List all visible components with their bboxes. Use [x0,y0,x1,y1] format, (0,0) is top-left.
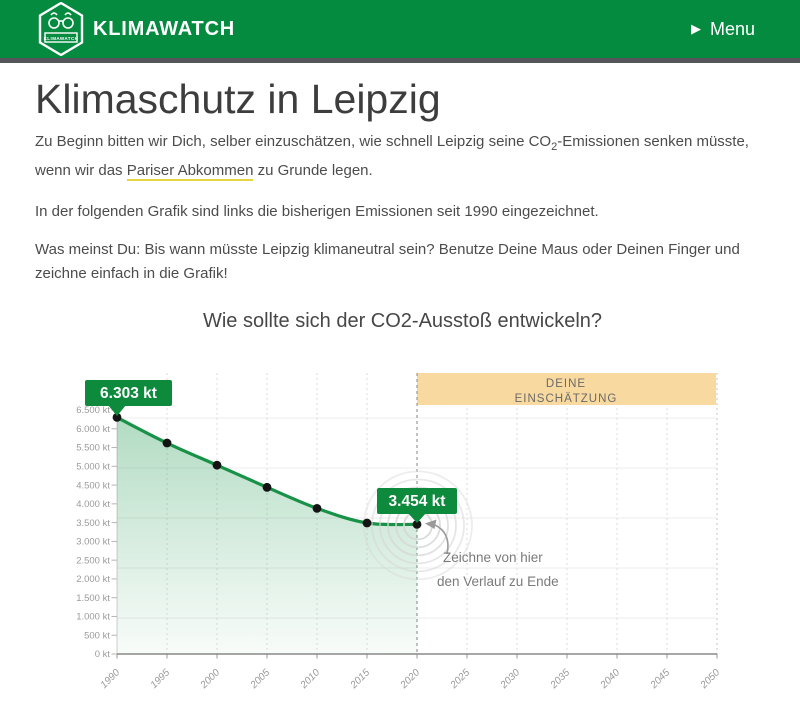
data-point [412,519,422,529]
x-tick-label: 2030 [498,667,523,692]
emissions-chart: 1990 1995 2000 2005 2010 2015 2020 2025 2030 2035… [0,360,800,707]
data-point [212,460,222,470]
y-tick-label: 3.000 kt [76,537,110,548]
x-tick-label: 2015 [348,667,373,692]
emissions-area [117,417,417,654]
ripple-ring [379,486,457,565]
x-tick-label: 2005 [248,667,273,692]
y-tick-label: 2.500 kt [76,555,110,566]
p1-text-mid: -Emissionen senken müsste, wenn wir das [35,133,749,179]
logo-wordmark-small: KLIMAWATCH [44,36,79,41]
end-value-label: 3.454 kt [389,493,446,510]
p1-text-before: Zu Beginn bitten wir Dich, selber einzus… [35,133,552,150]
x-tick-label: 2000 [198,667,223,692]
y-tick-label: 4.000 kt [76,499,110,510]
klimawatch-hexagon-icon: KLIMAWATCH [38,2,84,56]
binoculars-icon [48,12,74,29]
ripple-ring [371,478,465,573]
y-tick-label: 4.500 kt [76,480,110,491]
y-tick-label: 0 kt [95,649,111,660]
y-tick-label: 6.000 kt [76,424,110,435]
x-tick-label: 2020 [398,667,423,692]
chart-question-title: Wie sollte sich der CO2-Ausstoß entwicke… [202,310,603,332]
app-header: KLIMAWATCH KLIMAWATCH ▶ Menu [0,0,800,58]
y-tick-label: 3.500 kt [76,518,110,529]
menu-arrow-icon: ▶ [690,21,701,37]
intro-paragraph-1: Zu Beginn bitten wir Dich, selber einzus… [35,130,770,183]
estimate-band [417,373,716,405]
page-title: Klimaschutz in Leipzig [35,76,441,122]
estimate-band-line1: DEINE [546,378,586,390]
x-tick-label: 2025 [448,667,473,692]
intro-paragraph-2: In der folgenden Grafik sind links die b… [35,203,599,220]
intro-paragraph-3: Was meinst Du: Bis wann müsste Leipzig k… [35,241,740,282]
draw-hint-arrowhead [425,519,437,529]
p1-text-after: zu Grunde legen. [253,162,373,179]
x-tick-label: 2010 [298,667,323,692]
x-tick-label: 2035 [548,667,573,692]
data-points [112,412,422,529]
brand-wordmark: KLIMAWATCH [93,17,236,40]
menu-button[interactable]: ▶ Menu [691,0,755,58]
emissions-chart-canvas[interactable]: 1990 1995 2000 2005 2010 2015 2020 2025 2030 2035… [0,360,800,707]
header-divider [0,58,800,63]
y-tick-label: 5.000 kt [76,462,110,473]
x-tick-label: 2045 [648,667,673,692]
menu-label: Menu [709,18,755,39]
y-tick-label: 5.500 kt [76,443,110,454]
klimawatch-logo[interactable]: KLIMAWATCH KLIMAWATCH [36,2,235,56]
y-tick-label: 500 kt [84,630,110,641]
y-tick-label: 1.000 kt [76,612,110,623]
x-tick-label: 2050 [698,667,723,692]
co2-subscript: 2 [551,141,558,153]
data-point [362,518,372,528]
y-tick-label: 6.500 kt [76,405,110,416]
draw-hint-line1: Zeichne von hier [443,550,543,565]
start-value-label: 6.303 kt [100,385,157,402]
draw-hint-line2: den Verlauf zu Ende [437,574,559,589]
data-point [262,482,272,492]
x-tick-label: 1990 [99,667,123,691]
start-value-badge: 6.303 kt [85,380,172,416]
y-tick-label: 1.500 kt [76,593,110,604]
data-point [162,438,172,448]
end-value-badge: 3.454 kt [377,488,457,523]
data-point [112,412,122,422]
draw-hint-arrow [433,523,449,555]
paris-agreement-link[interactable]: Pariser Abkommen [126,162,254,181]
x-tick-label: 2040 [598,667,623,692]
estimate-band-line2: EINSCHÄTZUNG [515,393,618,405]
draw-hint: Zeichne von hier den Verlauf zu Ende [425,519,559,589]
data-point [312,503,322,513]
y-tick-label: 2.000 kt [76,574,110,585]
x-tick-label: 1995 [149,667,173,691]
